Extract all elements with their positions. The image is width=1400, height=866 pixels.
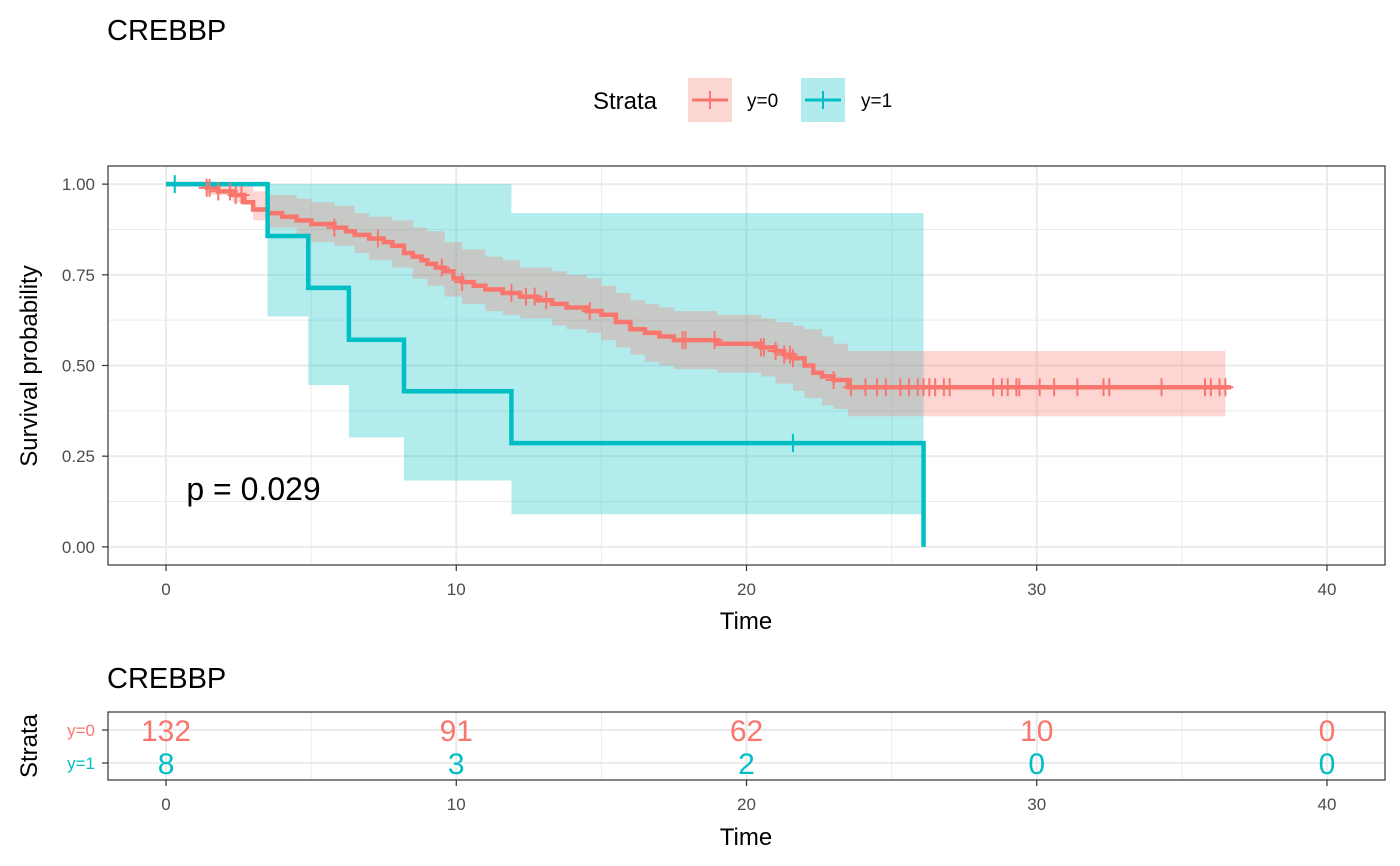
risk-x-tick-label: 20 xyxy=(737,795,756,814)
legend-label-y0: y=0 xyxy=(747,91,778,112)
ci-band-y1 xyxy=(166,184,924,515)
legend-label-y1: y=1 xyxy=(861,91,892,112)
ci-band-y0 xyxy=(166,184,1226,417)
km-x-tick-label: 10 xyxy=(447,580,466,599)
km-x-tick-label: 30 xyxy=(1027,580,1046,599)
risk-x-tick-label: 30 xyxy=(1027,795,1046,814)
p-value-annotation: p = 0.029 xyxy=(186,471,320,507)
risk-table-title: CREBBP xyxy=(107,663,226,695)
risk-count-y0: 91 xyxy=(440,715,473,748)
km-plot-panel: p = 0.029 0 10 20 30 40 0.00 0.25 0.50 0.75 1.00 xyxy=(62,165,1386,599)
risk-count-y0: 132 xyxy=(141,715,191,748)
km-y-tick-label: 0.75 xyxy=(62,266,95,285)
survival-curve-y1 xyxy=(166,181,926,547)
km-x-axis-title: Time xyxy=(720,608,772,635)
risk-strata-label-y1: y=1 xyxy=(67,754,95,773)
km-x-tick-label: 0 xyxy=(161,580,170,599)
km-y-tick-label: 1.00 xyxy=(62,175,95,194)
risk-y-axis-title: Strata xyxy=(16,713,43,778)
risk-count-y1: 0 xyxy=(1028,748,1045,781)
km-y-tick-label: 0.50 xyxy=(62,357,95,376)
risk-count-y1: 3 xyxy=(448,748,465,781)
legend-title: Strata xyxy=(593,88,658,115)
legend-key-y0: y=0 xyxy=(688,78,778,122)
risk-count-y1: 0 xyxy=(1319,748,1336,781)
risk-count-y0: 10 xyxy=(1020,715,1053,748)
km-y-tick-label: 0.25 xyxy=(62,447,95,466)
risk-count-y1: 2 xyxy=(738,748,755,781)
legend-key-y1: y=1 xyxy=(801,78,892,122)
risk-x-tick-label: 0 xyxy=(161,795,170,814)
risk-x-tick-label: 40 xyxy=(1317,795,1336,814)
risk-count-y0: 62 xyxy=(730,715,763,748)
risk-table-panel: 132 91 62 10 0y=08 3 2 0 0y=10 10 20 30 40 xyxy=(67,711,1386,814)
risk-x-tick-label: 10 xyxy=(447,795,466,814)
risk-x-axis-title: Time xyxy=(720,824,772,851)
km-x-tick-label: 20 xyxy=(737,580,756,599)
risk-strata-label-y0: y=0 xyxy=(67,721,95,740)
km-y-axis-title: Survival probability xyxy=(16,265,43,466)
km-plot-title: CREBBP xyxy=(107,15,226,47)
legend: Strata y=0 y=1 xyxy=(593,78,892,122)
km-x-tick-label: 40 xyxy=(1317,580,1336,599)
risk-count-y1: 8 xyxy=(158,748,175,781)
risk-count-y0: 0 xyxy=(1319,715,1336,748)
km-y-tick-label: 0.00 xyxy=(62,538,95,557)
